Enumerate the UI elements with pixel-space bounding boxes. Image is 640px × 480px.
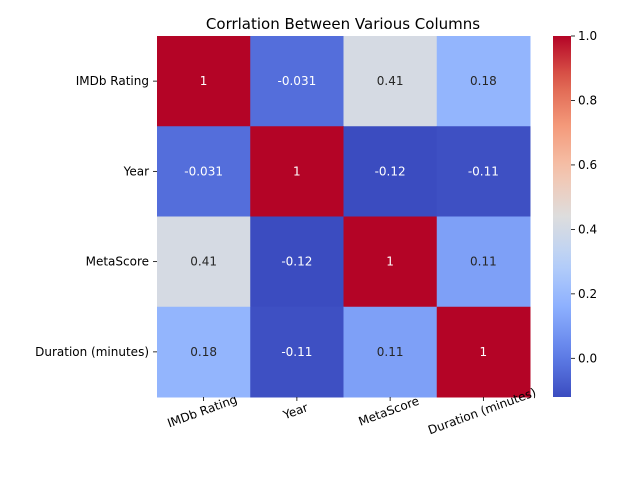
- heatmap-cell: [157, 306, 251, 398]
- colorbar-tick-label: 0.8: [578, 93, 597, 107]
- colorbar-tick-label: 1.0: [578, 29, 597, 43]
- column-tick-label: Year: [280, 400, 310, 422]
- heatmap-cell: [343, 36, 438, 127]
- cell-value-label: 0.41: [377, 74, 404, 88]
- cell-value-label: 1: [293, 164, 301, 178]
- heatmap-cell: [343, 126, 438, 217]
- heatmap-cell: [157, 36, 251, 127]
- cell-value-label: 1: [200, 74, 208, 88]
- heatmap-cell: [436, 306, 531, 398]
- colorbar-tick-label: 0.4: [578, 222, 597, 236]
- heatmap-cells: 1 -0.031 0.41 0.18 -0.031 1 -0.12 -0.11 0.41 -0.1…: [157, 36, 531, 398]
- cell-value-label: 1: [480, 345, 488, 359]
- chart-title: Corrlation Between Various Columns: [206, 15, 480, 33]
- row-labels: IMDb Rating Year MetaScore Duration (minute…: [35, 74, 157, 359]
- cell-value-label: 1: [386, 255, 394, 269]
- row-tick-label: Year: [123, 164, 149, 178]
- row-tick-label: Duration (minutes): [35, 345, 149, 359]
- cell-value-label: -0.031: [184, 164, 223, 178]
- row-tick-label: IMDb Rating: [76, 74, 149, 88]
- cell-value-label: 0.41: [190, 255, 217, 269]
- heatmap-cell: [157, 216, 251, 308]
- cell-value-label: -0.12: [281, 255, 312, 269]
- cell-value-label: -0.11: [281, 345, 312, 359]
- cell-value-label: -0.12: [375, 164, 406, 178]
- heatmap-cell: [436, 126, 531, 217]
- column-tick-label: IMDb Rating: [165, 392, 239, 430]
- heatmap-cell: [250, 216, 344, 308]
- heatmap-cell: [250, 126, 344, 217]
- heatmap-cell: [157, 126, 251, 217]
- heatmap-cell: [436, 36, 531, 127]
- colorbar-tick-label: 0.0: [578, 351, 597, 365]
- cell-value-label: -0.031: [278, 74, 317, 88]
- cell-value-label: 0.11: [470, 255, 497, 269]
- colorbar-tick-label: 0.2: [578, 287, 597, 301]
- colorbar: 1.0 0.8 0.6 0.4 0.2 0.0: [553, 29, 597, 397]
- cell-value-label: 0.18: [190, 345, 217, 359]
- cell-value-label: -0.11: [468, 164, 499, 178]
- colorbar-gradient: [553, 36, 571, 397]
- row-tick-label: MetaScore: [86, 255, 149, 269]
- colorbar-tick-label: 0.6: [578, 158, 597, 172]
- heatmap-cell: [343, 216, 438, 308]
- cell-value-label: 0.18: [470, 74, 497, 88]
- heatmap-cell: [250, 36, 344, 127]
- heatmap-cell: [436, 216, 531, 308]
- heatmap-cell: [343, 306, 438, 398]
- heatmap-cell: [250, 306, 344, 398]
- column-tick-label: MetaScore: [357, 394, 421, 429]
- cell-value-label: 0.11: [377, 345, 404, 359]
